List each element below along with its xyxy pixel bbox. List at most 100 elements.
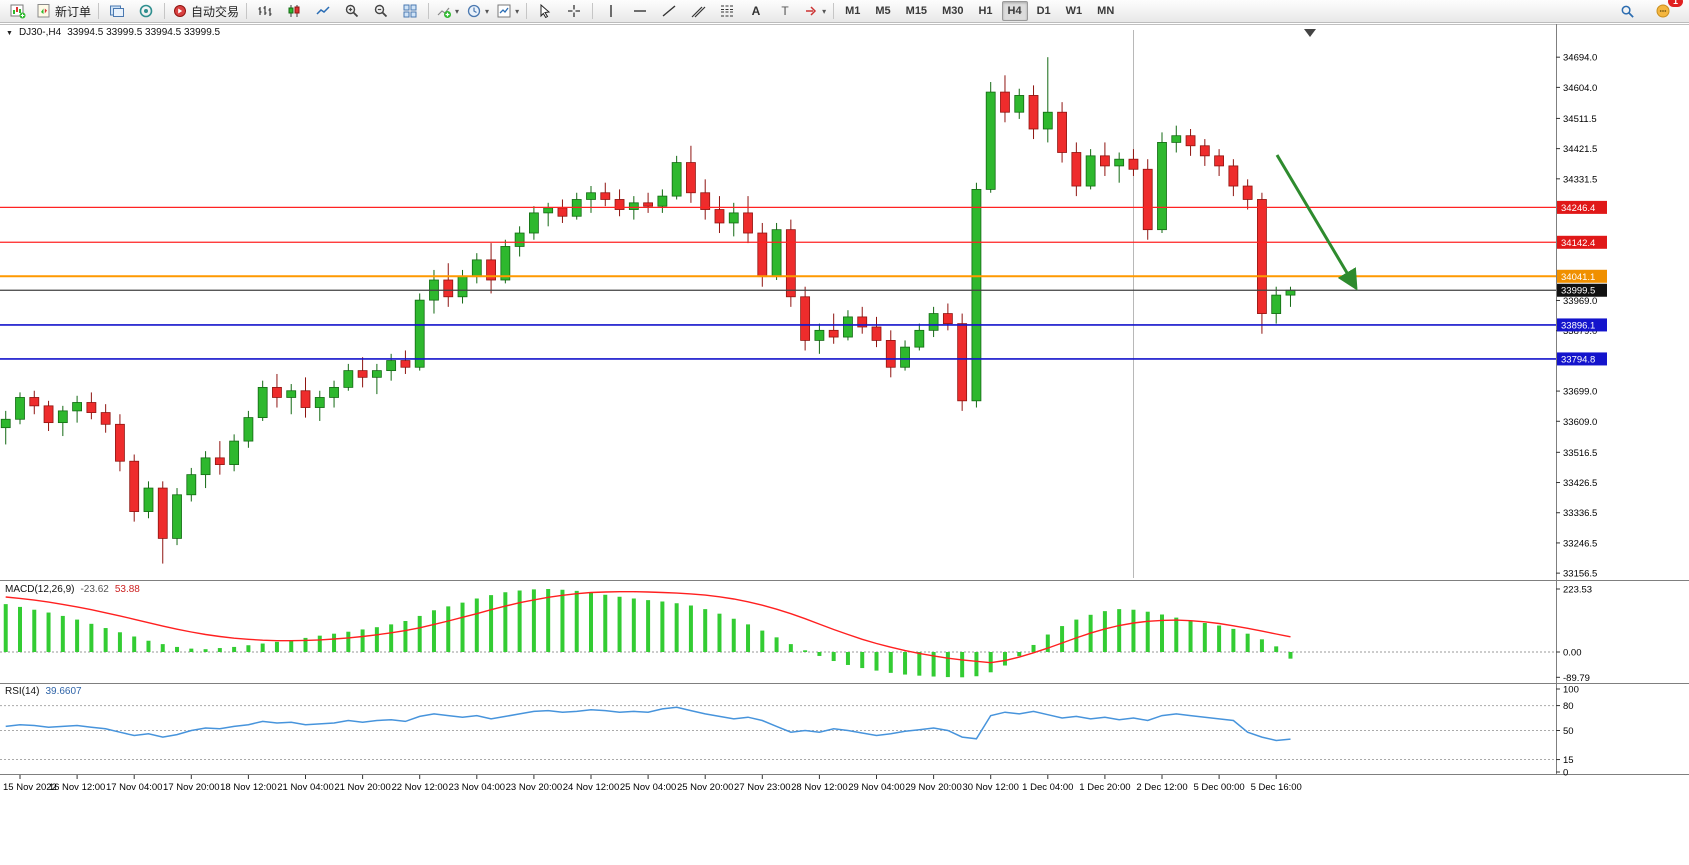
time-axis-label: 1 Dec 20:00: [1079, 782, 1130, 793]
line-icon: [315, 3, 331, 19]
templates-button[interactable]: ▾: [493, 0, 522, 22]
indicators-icon: [436, 3, 452, 19]
svg-text:A: A: [752, 4, 761, 18]
autotrading-button[interactable]: 自动交易: [169, 0, 242, 22]
chevron-down-icon: ▾: [455, 6, 460, 16]
chart-shift-marker[interactable]: [1304, 29, 1316, 37]
text-icon: A: [748, 3, 764, 19]
time-axis-label: 1 Dec 04:00: [1022, 782, 1073, 793]
periods-button[interactable]: ▾: [463, 0, 492, 22]
template-icon: [496, 3, 512, 19]
bars-chart-button[interactable]: [251, 0, 279, 22]
rsi-panel: 100 80 50 15 0: [0, 685, 1579, 779]
timeframe-button-h1[interactable]: H1: [978, 5, 993, 17]
time-axis-label: 25 Nov 04:00: [620, 782, 677, 793]
new-chart-icon: [10, 3, 26, 19]
shapes-icon: [803, 3, 819, 19]
chevron-down-icon: ▾: [515, 6, 520, 16]
rsi-axis-label: 80: [1563, 701, 1574, 712]
text-button[interactable]: A: [742, 0, 770, 22]
search-button[interactable]: [1613, 0, 1641, 22]
profiles-icon: [109, 3, 125, 19]
timeframe-button-h4[interactable]: H4: [1001, 1, 1028, 21]
zoom-out-icon: [373, 3, 389, 19]
market-watch-button[interactable]: [132, 0, 160, 22]
timeframe-button-d1[interactable]: D1: [1036, 5, 1051, 17]
price-axis-label: 34511.5: [1563, 114, 1597, 125]
svg-text:34246.4: 34246.4: [1561, 203, 1595, 214]
timeframe-button-m15[interactable]: M15: [905, 5, 928, 17]
rsi-axis-label: 50: [1563, 726, 1574, 737]
vline-icon: [603, 3, 619, 19]
time-axis-label: 23 Nov 20:00: [506, 782, 563, 793]
indicators-button[interactable]: ▾: [433, 0, 462, 22]
toolbar-separator: [98, 3, 100, 19]
line-chart-button[interactable]: [309, 0, 337, 22]
rsi-line: [5, 706, 1291, 742]
shapes-button[interactable]: ▾: [800, 0, 829, 22]
chart-bg: [0, 24, 1689, 860]
chat-icon: [1655, 3, 1671, 19]
time-axis-label: 5 Dec 16:00: [1251, 782, 1302, 793]
time-axis-label: 17 Nov 20:00: [163, 782, 220, 793]
macd-axis-label: -89.79: [1563, 673, 1590, 684]
autotrading-button-label: 自动交易: [191, 4, 240, 19]
label-icon: T: [777, 3, 793, 19]
candles-chart-button[interactable]: [280, 0, 308, 22]
rsi-axis-label: 100: [1563, 685, 1579, 696]
price-badge: 33794.8: [1557, 352, 1607, 366]
chevron-down-icon: ▾: [822, 6, 827, 16]
price-badge: 34246.4: [1557, 200, 1607, 214]
market-watch-icon: [138, 3, 154, 19]
trendline-icon: [661, 3, 677, 19]
price-axis-label: 33246.5: [1563, 538, 1597, 549]
text-label-button[interactable]: T: [771, 0, 799, 22]
price-axis-label: 33609.0: [1563, 417, 1597, 428]
horizontal-line-button[interactable]: [626, 0, 654, 22]
macd-axis-label: 223.53: [1563, 584, 1592, 595]
timeframe-button-m30[interactable]: M30: [942, 5, 964, 17]
toolbar-separator: [592, 3, 594, 19]
chart-canvas[interactable]: 34694.0 34604.0 34511.5 34421.5 34331.5 33969…: [0, 24, 1689, 860]
toolbar-separator: [526, 3, 528, 19]
price-axis-label: 33156.5: [1563, 569, 1597, 580]
time-axis-label: 23 Nov 04:00: [449, 782, 506, 793]
vertical-line-button[interactable]: [597, 0, 625, 22]
notifications-button[interactable]: 1: [1649, 0, 1683, 22]
fibonacci-button[interactable]: [713, 0, 741, 22]
trendline-button[interactable]: [655, 0, 683, 22]
toolbar-separator: [833, 3, 835, 19]
bars-icon: [257, 3, 273, 19]
channel-button[interactable]: [684, 0, 712, 22]
cursor-button[interactable]: [531, 0, 559, 22]
time-axis-label: 24 Nov 12:00: [563, 782, 620, 793]
crosshair-button[interactable]: [560, 0, 588, 22]
price-badge: 33896.1: [1557, 318, 1607, 332]
chevron-down-icon: ▾: [485, 6, 490, 16]
price-axis[interactable]: 34694.0 34604.0 34511.5 34421.5 34331.5 33969…: [1556, 53, 1607, 580]
timeframe-button-w1[interactable]: W1: [1065, 5, 1083, 17]
macd-axis-label: 0.00: [1563, 648, 1582, 659]
new-order-icon: [36, 3, 52, 19]
new-chart-button[interactable]: [4, 0, 32, 22]
search-icon: [1620, 4, 1635, 19]
timeframe-button-mn[interactable]: MN: [1097, 5, 1115, 17]
trend-arrow-annotation[interactable]: [1275, 154, 1358, 291]
zoom-in-button[interactable]: [338, 0, 366, 22]
new-order-button-label: 新订单: [55, 4, 92, 19]
tile-windows-button[interactable]: [396, 0, 424, 22]
timeframe-button-m1[interactable]: M1: [845, 5, 861, 17]
zoom-in-icon: [344, 3, 360, 19]
profiles-button[interactable]: [103, 0, 131, 22]
time-axis-label: 29 Nov 20:00: [905, 782, 962, 793]
price-badge: 34041.1: [1557, 269, 1607, 283]
time-axis-label: 16 Nov 12:00: [49, 782, 106, 793]
price-axis-label: 33969.0: [1563, 296, 1597, 307]
macd-signal-line: [5, 591, 1291, 664]
timeframe-button-m5[interactable]: M5: [875, 5, 891, 17]
time-axis-label: 5 Dec 00:00: [1193, 782, 1244, 793]
time-axis-label: 25 Nov 20:00: [677, 782, 734, 793]
new-order-button[interactable]: 新订单: [33, 0, 94, 22]
zoom-out-button[interactable]: [367, 0, 395, 22]
